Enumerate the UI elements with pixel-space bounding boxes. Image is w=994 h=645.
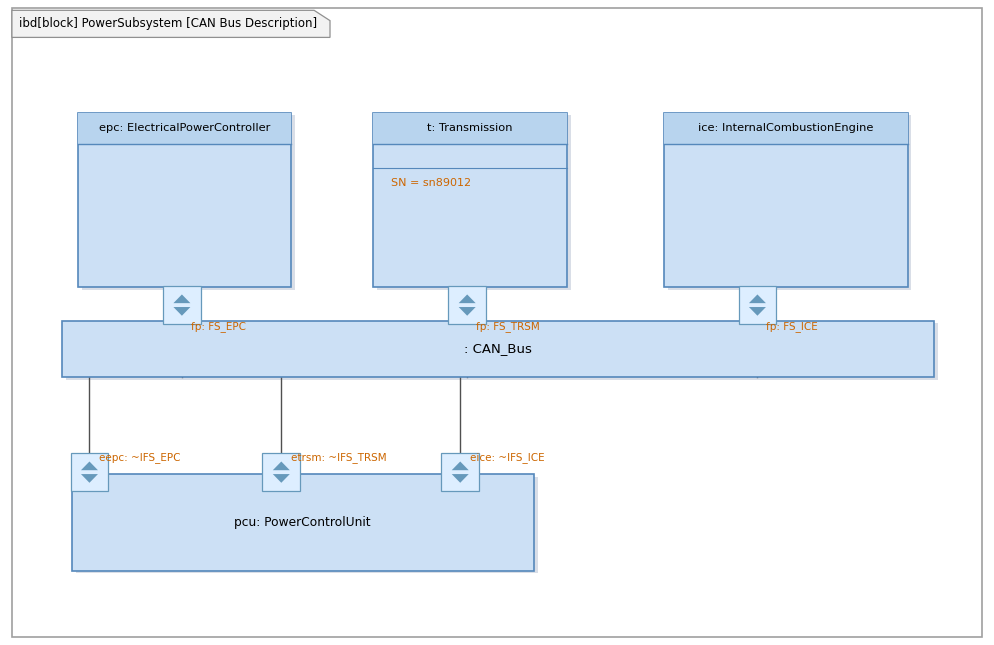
FancyBboxPatch shape — [12, 8, 982, 637]
Polygon shape — [458, 307, 476, 315]
FancyBboxPatch shape — [72, 474, 534, 571]
Text: : CAN_Bus: : CAN_Bus — [464, 342, 532, 355]
Text: eice: ~IFS_ICE: eice: ~IFS_ICE — [470, 452, 545, 463]
FancyBboxPatch shape — [377, 115, 571, 290]
FancyBboxPatch shape — [739, 286, 776, 324]
Text: epc: ElectricalPowerController: epc: ElectricalPowerController — [98, 123, 270, 134]
Text: eepc: ~IFS_EPC: eepc: ~IFS_EPC — [99, 452, 181, 463]
Polygon shape — [272, 474, 290, 482]
Text: fp: FS_EPC: fp: FS_EPC — [191, 321, 246, 332]
FancyBboxPatch shape — [82, 115, 295, 290]
Text: t: Transmission: t: Transmission — [426, 123, 513, 134]
Text: pcu: PowerControlUnit: pcu: PowerControlUnit — [235, 516, 371, 529]
FancyBboxPatch shape — [262, 453, 300, 491]
FancyBboxPatch shape — [78, 113, 291, 144]
Polygon shape — [748, 294, 766, 303]
Text: SN = sn89012: SN = sn89012 — [391, 177, 471, 188]
Polygon shape — [173, 307, 191, 315]
Polygon shape — [272, 462, 290, 470]
Polygon shape — [458, 294, 476, 303]
Polygon shape — [451, 462, 469, 470]
Polygon shape — [451, 474, 469, 482]
Polygon shape — [173, 294, 191, 303]
Text: etrsm: ~IFS_TRSM: etrsm: ~IFS_TRSM — [291, 452, 387, 463]
Polygon shape — [81, 474, 98, 482]
FancyBboxPatch shape — [668, 115, 911, 290]
Polygon shape — [81, 462, 98, 470]
FancyBboxPatch shape — [441, 453, 479, 491]
FancyBboxPatch shape — [163, 286, 201, 324]
Polygon shape — [12, 10, 330, 37]
FancyBboxPatch shape — [664, 113, 908, 287]
FancyBboxPatch shape — [373, 113, 567, 287]
FancyBboxPatch shape — [66, 323, 938, 380]
FancyBboxPatch shape — [448, 286, 486, 324]
Text: ibd[block] PowerSubsystem [CAN Bus Description]: ibd[block] PowerSubsystem [CAN Bus Descr… — [19, 17, 317, 30]
Text: fp: FS_ICE: fp: FS_ICE — [766, 321, 818, 332]
FancyBboxPatch shape — [373, 113, 567, 144]
FancyBboxPatch shape — [664, 113, 908, 144]
FancyBboxPatch shape — [78, 113, 291, 287]
FancyBboxPatch shape — [71, 453, 108, 491]
Text: fp: FS_TRSM: fp: FS_TRSM — [476, 321, 540, 332]
Text: ice: InternalCombustionEngine: ice: InternalCombustionEngine — [698, 123, 874, 134]
FancyBboxPatch shape — [62, 321, 934, 377]
FancyBboxPatch shape — [76, 477, 538, 573]
Polygon shape — [748, 307, 766, 315]
